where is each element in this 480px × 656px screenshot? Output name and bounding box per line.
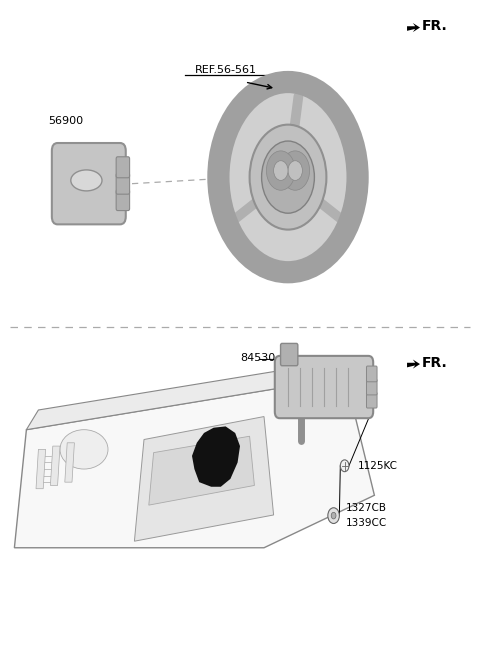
Text: FR.: FR. — [421, 356, 447, 370]
FancyBboxPatch shape — [116, 157, 130, 178]
Text: FR.: FR. — [421, 19, 447, 33]
Text: 1327CB: 1327CB — [346, 503, 386, 514]
Circle shape — [218, 82, 358, 272]
Circle shape — [262, 141, 314, 213]
Polygon shape — [50, 446, 60, 485]
Ellipse shape — [60, 430, 108, 469]
Polygon shape — [14, 377, 374, 548]
Polygon shape — [26, 358, 360, 430]
FancyBboxPatch shape — [52, 143, 126, 224]
Circle shape — [281, 151, 310, 190]
Polygon shape — [36, 449, 46, 489]
Circle shape — [340, 460, 349, 472]
FancyBboxPatch shape — [116, 190, 130, 211]
Polygon shape — [407, 359, 420, 369]
Polygon shape — [134, 417, 274, 541]
Polygon shape — [149, 436, 254, 505]
Text: REF.56-561: REF.56-561 — [194, 66, 257, 75]
FancyBboxPatch shape — [367, 366, 377, 382]
Circle shape — [288, 161, 302, 180]
Circle shape — [331, 512, 336, 519]
Ellipse shape — [71, 170, 102, 191]
FancyBboxPatch shape — [367, 392, 377, 408]
Circle shape — [328, 508, 339, 523]
FancyBboxPatch shape — [116, 173, 130, 194]
FancyBboxPatch shape — [275, 356, 373, 419]
Circle shape — [250, 125, 326, 230]
FancyBboxPatch shape — [367, 379, 377, 395]
Polygon shape — [407, 23, 420, 32]
FancyBboxPatch shape — [280, 344, 298, 366]
Text: 84530: 84530 — [240, 352, 275, 363]
Polygon shape — [65, 443, 74, 482]
Circle shape — [274, 161, 288, 180]
Text: 1125KC: 1125KC — [358, 461, 397, 471]
Text: 56900: 56900 — [48, 116, 83, 127]
Text: 1339CC: 1339CC — [346, 518, 387, 528]
Polygon shape — [192, 426, 240, 487]
Circle shape — [266, 151, 295, 190]
